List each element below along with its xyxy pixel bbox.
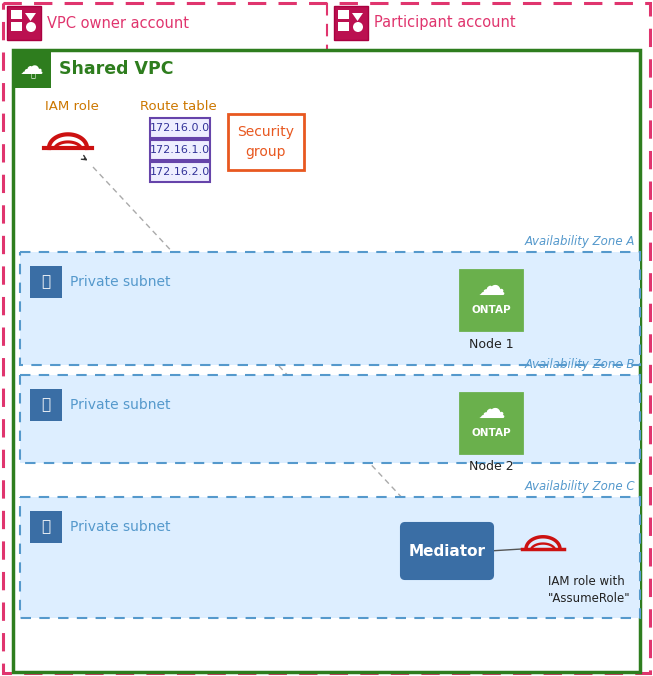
FancyBboxPatch shape (30, 511, 62, 543)
Bar (11, 10, 22, 19)
Text: 🔒: 🔒 (41, 397, 50, 412)
Text: Route table: Route table (140, 101, 216, 114)
FancyBboxPatch shape (13, 50, 640, 672)
Text: Private subnet: Private subnet (70, 398, 170, 412)
Text: 172.16.0.0: 172.16.0.0 (150, 123, 210, 133)
FancyBboxPatch shape (228, 114, 304, 170)
Text: Availability Zone A: Availability Zone A (524, 235, 635, 248)
Text: Mediator: Mediator (409, 544, 485, 558)
FancyBboxPatch shape (401, 523, 493, 579)
FancyBboxPatch shape (334, 6, 368, 40)
Text: Security
group: Security group (238, 125, 295, 159)
FancyBboxPatch shape (30, 266, 62, 298)
Text: ONTAP: ONTAP (471, 305, 511, 315)
FancyBboxPatch shape (20, 252, 640, 365)
Text: 172.16.2.0: 172.16.2.0 (150, 167, 210, 177)
Text: Availability Zone C: Availability Zone C (524, 480, 635, 493)
Bar (11, 22, 22, 31)
Text: 172.16.1.0: 172.16.1.0 (150, 145, 210, 155)
Text: Node 2: Node 2 (469, 460, 513, 473)
Text: Shared VPC: Shared VPC (59, 60, 174, 78)
Text: 🔒: 🔒 (41, 274, 50, 289)
Text: ☁: ☁ (20, 55, 44, 79)
FancyBboxPatch shape (460, 393, 522, 453)
FancyBboxPatch shape (150, 162, 210, 182)
Polygon shape (352, 13, 363, 21)
FancyBboxPatch shape (150, 118, 210, 138)
Text: IAM role: IAM role (45, 101, 99, 114)
FancyBboxPatch shape (20, 497, 640, 618)
Circle shape (26, 22, 36, 32)
FancyBboxPatch shape (20, 375, 640, 463)
Text: ONTAP: ONTAP (471, 428, 511, 438)
Polygon shape (25, 13, 36, 21)
FancyBboxPatch shape (7, 6, 41, 40)
Text: Participant account: Participant account (374, 16, 516, 30)
Text: Availability Zone B: Availability Zone B (524, 358, 635, 371)
Text: IAM role with
"AssumeRole": IAM role with "AssumeRole" (548, 575, 631, 605)
Text: Private subnet: Private subnet (70, 520, 170, 534)
FancyBboxPatch shape (150, 140, 210, 160)
FancyBboxPatch shape (30, 389, 62, 421)
FancyBboxPatch shape (460, 270, 522, 330)
Text: ☁: ☁ (477, 396, 505, 424)
Bar (338, 22, 349, 31)
Text: 🔒: 🔒 (31, 70, 35, 80)
Text: Node 1: Node 1 (469, 337, 513, 350)
Bar (338, 10, 349, 19)
Text: ☁: ☁ (477, 273, 505, 301)
Text: 🔒: 🔒 (41, 519, 50, 535)
Circle shape (353, 22, 363, 32)
Text: VPC owner account: VPC owner account (47, 16, 189, 30)
FancyBboxPatch shape (13, 50, 51, 88)
Text: Private subnet: Private subnet (70, 275, 170, 289)
